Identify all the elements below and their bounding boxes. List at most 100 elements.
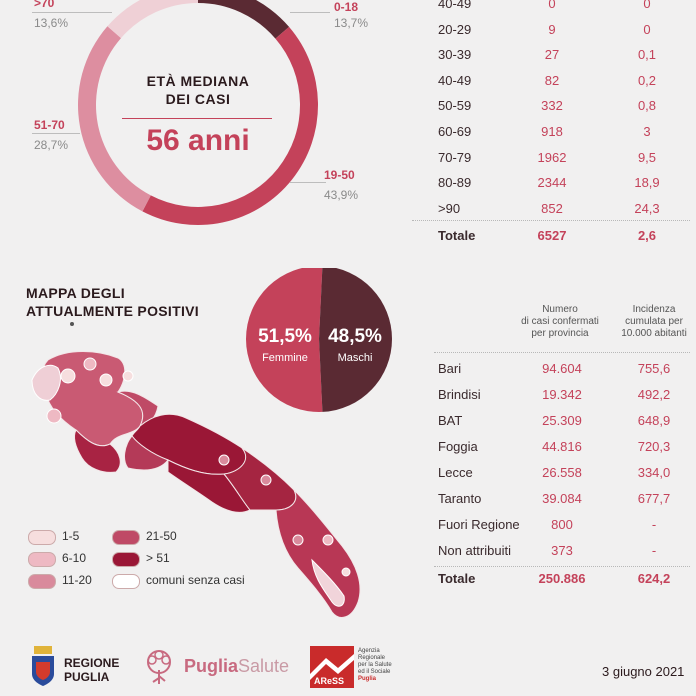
segment-label: 19-50 <box>324 168 355 182</box>
map-region-bari-west <box>124 435 169 471</box>
age-range: 30-39 <box>438 47 472 63</box>
province-row: Fuori Regione 800 - <box>438 512 690 538</box>
puglia-word: Puglia <box>184 656 239 676</box>
aress-line: Regionale <box>358 655 386 661</box>
age-cases: 9 <box>548 21 556 37</box>
age-cases: 332 <box>541 98 563 114</box>
donut-segment <box>77 26 151 212</box>
aress-line: Puglia <box>358 676 377 682</box>
age-range: >90 <box>438 200 461 216</box>
age-table-row: 60-69 918 3 <box>412 119 690 145</box>
gender-slice-female <box>246 268 323 412</box>
province-cases: 44.816 <box>542 439 582 454</box>
legend-label: comuni senza casi <box>146 573 245 587</box>
total-rate: 2,6 <box>637 228 657 243</box>
map-region-foggia-south <box>73 429 121 473</box>
age-rate: 18,9 <box>634 175 660 191</box>
age-table-row: 80-89 2344 18,9 <box>412 170 690 196</box>
province-row: Bari 94.604 755,6 <box>438 356 690 382</box>
segment-label: 0-18 <box>334 0 359 14</box>
age-cases: 27 <box>544 47 560 63</box>
legend-label: > 51 <box>146 551 170 565</box>
province-row: Lecce 26.558 334,0 <box>438 460 690 486</box>
province-row: BAT 25.309 648,9 <box>438 408 690 434</box>
age-table-row: 50-59 332 0,8 <box>412 93 690 119</box>
map-title-line1: MAPPA DEGLI <box>26 285 125 301</box>
median-age-title: ETÀ MEDIANA DEI CASI <box>128 72 268 108</box>
male-block: 48,5% Maschi <box>322 326 388 364</box>
age-rate: 0,2 <box>637 72 657 88</box>
regione-puglia-text: REGIONE PUGLIA <box>64 656 119 684</box>
province-cases: 26.558 <box>542 465 582 480</box>
age-rate: 0 <box>643 0 651 11</box>
legend-swatch <box>112 574 140 589</box>
female-block: 51,5% Femmine <box>252 326 318 364</box>
aress-line: per la Salute <box>358 662 392 668</box>
province-name: Non attribuiti <box>438 543 511 558</box>
age-range: 40-49 <box>438 72 472 88</box>
regione-line2: PUGLIA <box>64 670 110 684</box>
puglia-salute-text: PugliaSalute <box>184 656 289 677</box>
age-rate: 0,1 <box>637 47 657 63</box>
legend-swatch <box>28 552 56 567</box>
province-row: Foggia 44.816 720,3 <box>438 434 690 460</box>
header-cases: Numero di casi confermati per provincia <box>512 304 608 340</box>
age-rate: 0,8 <box>637 98 657 114</box>
age-rate: 24,3 <box>634 200 660 216</box>
province-name: Fuori Regione <box>438 517 520 532</box>
age-range: 70-79 <box>438 149 472 165</box>
segment-pct: 43,9% <box>324 188 359 202</box>
header-rate-line: cumulata per <box>625 316 683 327</box>
province-row: Taranto 39.084 677,7 <box>438 486 690 512</box>
map-region-gargano <box>31 364 61 401</box>
age-cases: 1962 <box>537 149 567 165</box>
total-cases: 6527 <box>537 228 567 243</box>
age-table-total-row: Totale 6527 2,6 <box>412 223 690 249</box>
age-table-row: >90 852 24,3 <box>412 196 690 222</box>
map-title: MAPPA DEGLI ATTUALMENTE POSITIVI <box>26 284 199 320</box>
province-name: Bari <box>438 361 462 376</box>
province-row: Non attribuiti 373 - <box>438 538 690 564</box>
female-label: Femmine <box>262 352 308 364</box>
table-divider <box>434 352 690 353</box>
province-name: Lecce <box>438 465 473 480</box>
province-cases: 19.342 <box>542 387 582 402</box>
donut-segment <box>107 0 198 39</box>
total-rate: 624,2 <box>637 571 671 586</box>
age-range: 60-69 <box>438 124 472 139</box>
province-rate: 720,3 <box>637 439 671 454</box>
tree-icon <box>147 650 171 684</box>
regione-line1: REGIONE <box>64 656 120 670</box>
median-age-value: 56 anni <box>146 124 250 157</box>
male-pct: 48,5% <box>328 326 382 347</box>
age-cases: 0 <box>548 0 556 11</box>
age-rate: 3 <box>643 124 651 139</box>
donut-segment <box>142 26 319 225</box>
province-rate: 648,9 <box>637 413 671 428</box>
province-cases: 800 <box>551 517 573 532</box>
map-region-lecce <box>275 489 361 618</box>
header-rate: Incidenza cumulata per 10.000 abitanti <box>614 304 694 340</box>
table-divider <box>434 566 690 567</box>
province-rate: - <box>651 543 657 558</box>
segment-pct: 13,7% <box>334 16 369 30</box>
female-pct: 51,5% <box>258 326 312 347</box>
province-cases: 94.604 <box>542 361 582 376</box>
header-rate-line: 10.000 abitanti <box>621 328 687 339</box>
header-cases-line: per provincia <box>531 328 589 339</box>
map-region-lecce-south <box>311 558 345 607</box>
province-name: Foggia <box>438 439 478 454</box>
province-rate: 334,0 <box>637 465 671 480</box>
age-table-row: 20-29 9 0 <box>412 17 690 43</box>
header-rate-line: Incidenza <box>632 304 676 315</box>
age-cases: 82 <box>544 72 560 88</box>
legend-swatch <box>28 574 56 589</box>
map-region-brindisi <box>223 447 297 511</box>
province-name: BAT <box>438 413 463 428</box>
province-cases: 39.084 <box>542 491 582 506</box>
total-label: Totale <box>438 228 476 243</box>
gender-slice-male <box>319 268 393 412</box>
legend-label: 1-5 <box>62 529 80 543</box>
total-label: Totale <box>438 571 476 586</box>
age-table-row: 30-39 27 0,1 <box>412 42 690 68</box>
